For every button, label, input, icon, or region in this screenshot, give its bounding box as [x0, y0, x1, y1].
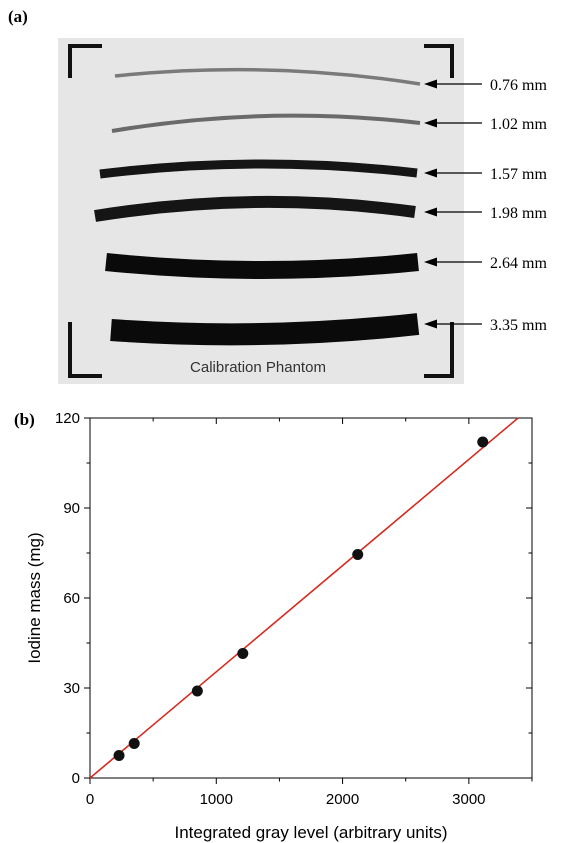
data-point — [191, 685, 203, 697]
data-point — [113, 750, 125, 761]
x-axis-label: Integrated gray level (arbitrary units) — [174, 823, 447, 842]
phantom-wire — [114, 67, 421, 86]
y-axis-label: Iodine mass (mg) — [25, 532, 44, 663]
wire-diameter-label: 3.35 mm — [490, 317, 547, 334]
wire-arrow-head — [424, 79, 437, 89]
phantom-wire — [110, 313, 420, 346]
y-tick-label: 60 — [63, 590, 80, 607]
corner-bracket-bottom-left — [68, 322, 102, 378]
x-tick-label: 0 — [86, 791, 94, 808]
corner-bracket-top-right — [424, 44, 454, 78]
wire-diameter-label: 1.98 mm — [490, 205, 547, 222]
calibration-phantom-image: Calibration Phantom — [58, 38, 464, 384]
scatter-chart: 0 1000 2000 3000 0 30 60 90 120 Integrated gray … — [25, 410, 533, 842]
panel-b-label: (b) — [14, 410, 35, 429]
x-tick-label: 1000 — [200, 791, 233, 808]
y-tick-label: 30 — [63, 680, 80, 697]
wire-arrow-head — [424, 257, 437, 267]
y-tick-label: 90 — [63, 500, 80, 517]
data-point — [477, 436, 489, 448]
x-tick-label: 2000 — [326, 791, 359, 808]
wire-diameter-label: 0.76 mm — [490, 77, 547, 94]
x-tick-label: 3000 — [452, 791, 485, 808]
corner-bracket-bottom-right — [424, 322, 454, 378]
wire-arrow-head — [424, 319, 437, 329]
data-point — [237, 648, 249, 659]
data-point — [352, 549, 364, 560]
wire-diameter-label: 2.64 mm — [490, 255, 547, 272]
fit-line — [89, 417, 519, 779]
phantom-wire — [111, 113, 421, 133]
phantom-wire — [105, 253, 419, 279]
corner-bracket-top-left — [68, 44, 102, 78]
panel-a-label: (a) — [8, 7, 28, 26]
y-tick-label: 0 — [72, 770, 80, 787]
wire-diameter-label: 1.02 mm — [490, 116, 547, 133]
wire-arrow-head — [424, 118, 437, 128]
wire-arrow-head — [424, 207, 437, 217]
y-tick-label: 120 — [55, 410, 80, 427]
phantom-wire — [94, 195, 416, 222]
data-point — [128, 738, 140, 749]
phantom-label: Calibration Phantom — [190, 359, 326, 376]
phantom-wire — [99, 159, 418, 179]
plot-frame — [89, 417, 533, 779]
wire-arrow-head — [424, 168, 437, 178]
wire-diameter-label: 1.57 mm — [490, 166, 547, 183]
